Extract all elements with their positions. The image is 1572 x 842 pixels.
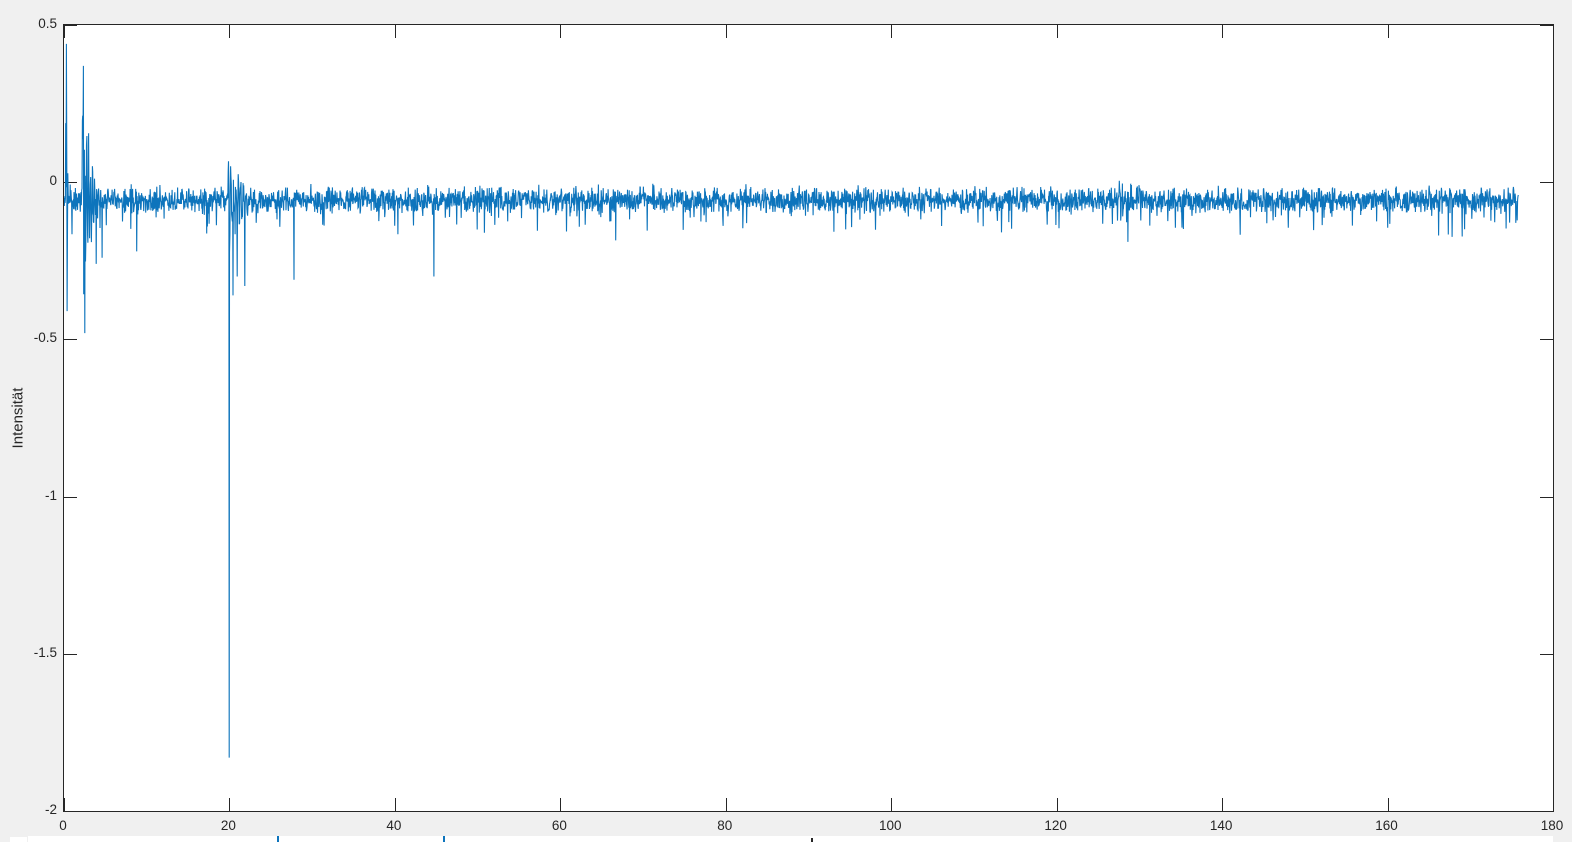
y-tick-label: -0.5 bbox=[33, 330, 57, 346]
x-tick-label: 100 bbox=[878, 818, 902, 833]
y-tick-label: -2 bbox=[44, 802, 57, 817]
x-tick-label: 160 bbox=[1375, 818, 1398, 833]
y-tick-label: -1.5 bbox=[33, 644, 57, 660]
second-plot-spike bbox=[277, 836, 279, 842]
signal-waveform bbox=[64, 43, 1519, 758]
second-plot-corner-box bbox=[10, 837, 27, 842]
second-plot-spike bbox=[443, 836, 445, 842]
axis-tick-marks bbox=[64, 25, 1553, 811]
x-tick-label: 180 bbox=[1540, 818, 1564, 833]
x-tick-label: 60 bbox=[551, 818, 567, 833]
x-tick-label: 140 bbox=[1209, 818, 1233, 833]
second-plot-background bbox=[28, 836, 1553, 842]
x-tick-label: 40 bbox=[386, 818, 402, 833]
x-tick-label: 20 bbox=[220, 818, 236, 833]
second-plot-strip bbox=[0, 836, 1572, 842]
x-tick-label: 80 bbox=[717, 818, 733, 833]
y-tick-label: 0 bbox=[49, 173, 57, 189]
x-tick-label: 0 bbox=[59, 818, 67, 833]
plot-area bbox=[63, 24, 1554, 812]
x-tick-label: 120 bbox=[1044, 818, 1067, 833]
y-tick-label: -1 bbox=[44, 487, 57, 503]
waveform-canvas bbox=[64, 25, 1553, 811]
second-plot-tick-mark bbox=[811, 838, 813, 842]
y-axis-label: Intensität bbox=[9, 387, 27, 449]
y-tick-label: 0.5 bbox=[38, 16, 57, 31]
